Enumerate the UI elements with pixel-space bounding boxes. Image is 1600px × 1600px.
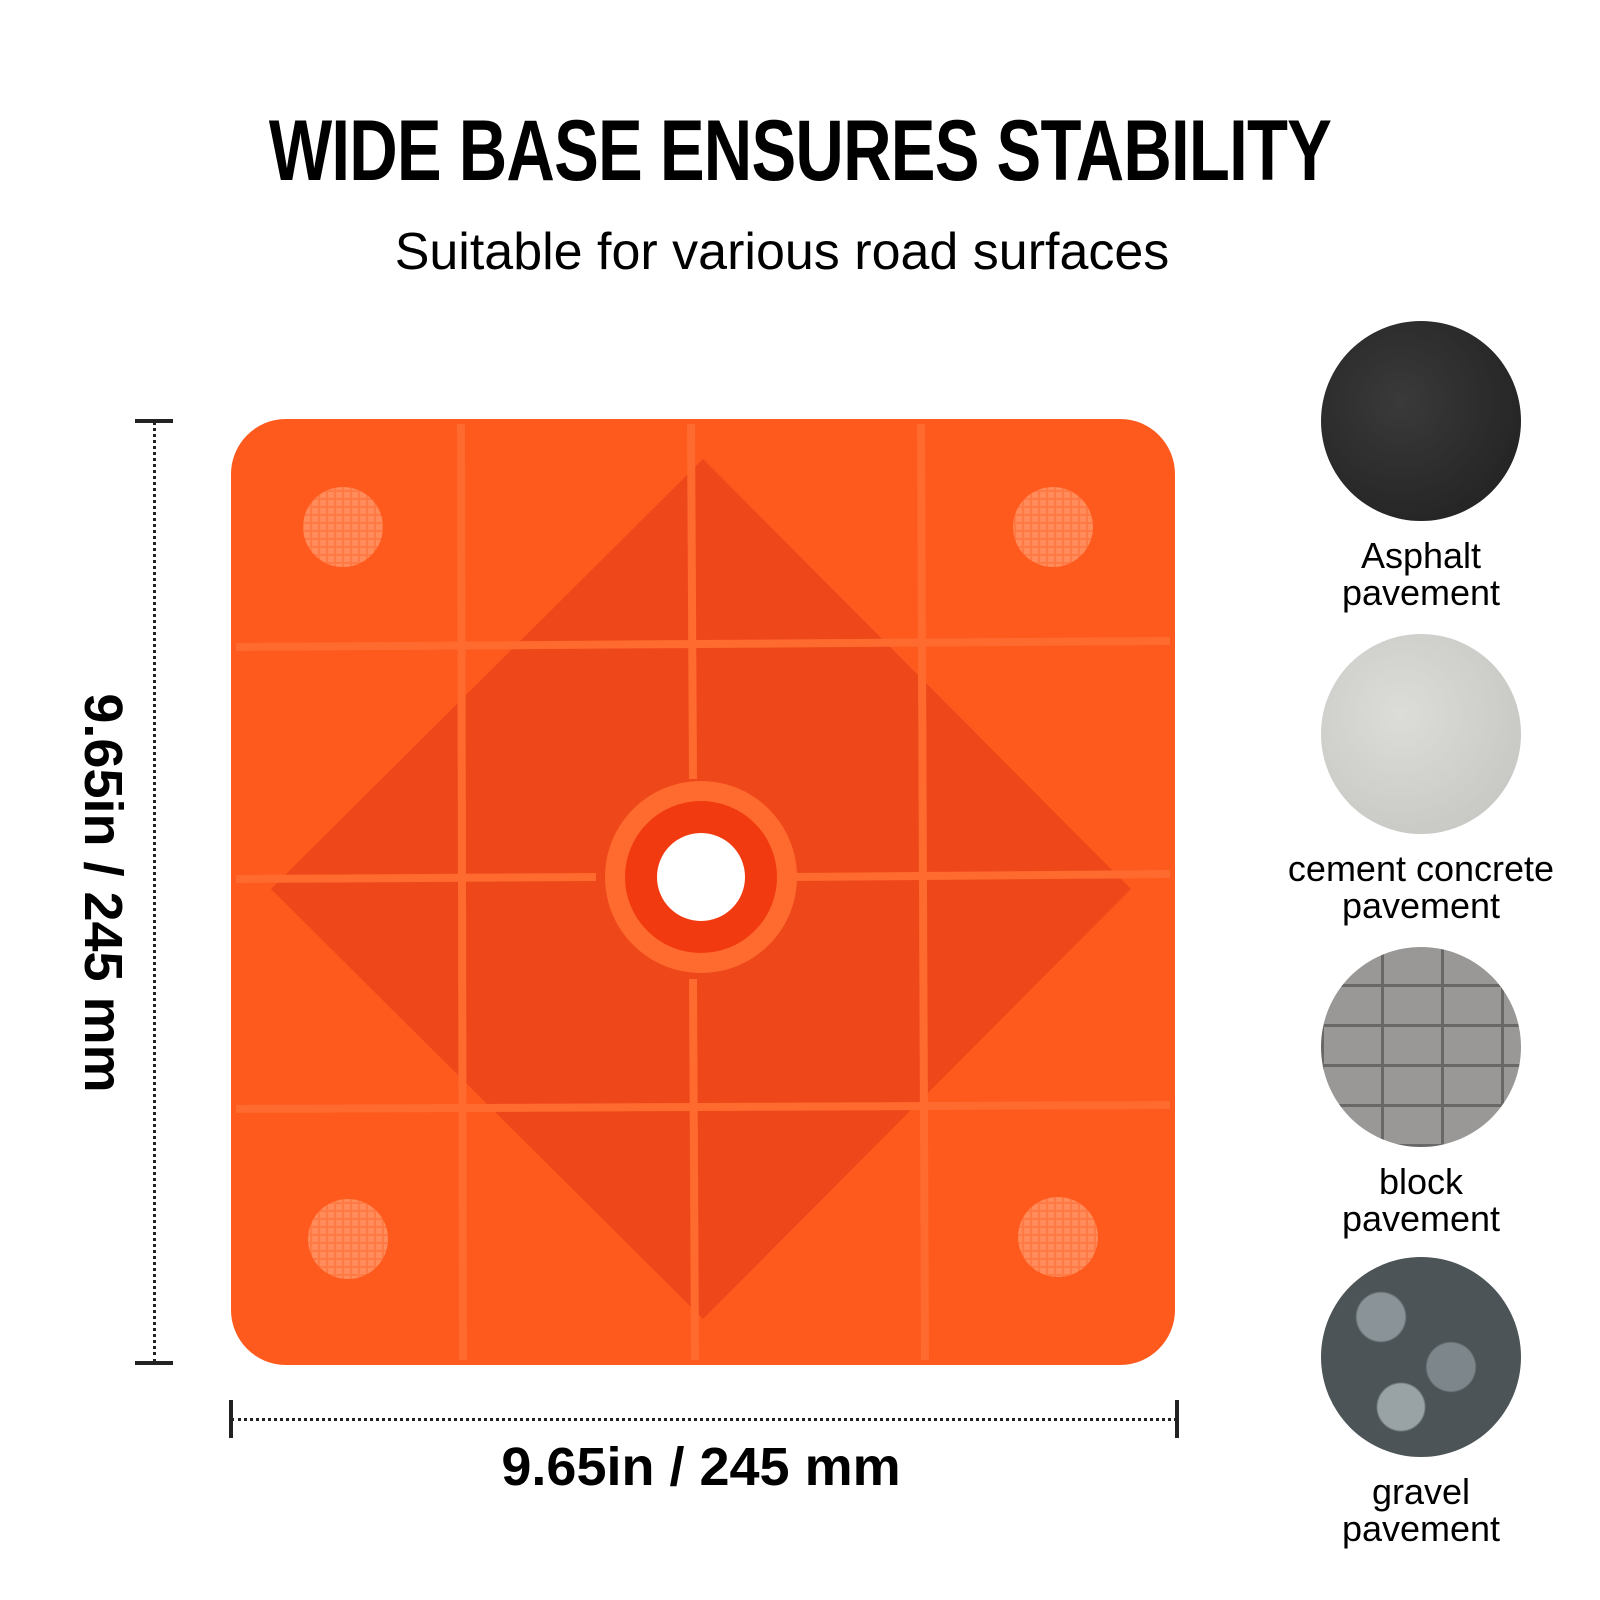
height-tick-bottom — [135, 1361, 173, 1365]
gravel-swatch — [1321, 1257, 1521, 1457]
surface-label: pavement — [1341, 885, 1501, 926]
headline: WIDE BASE ENSURES STABILITY — [268, 103, 1332, 199]
height-dimension-line — [153, 421, 156, 1363]
anti-slip-pads — [303, 487, 1098, 1279]
center-hole — [657, 833, 745, 921]
width-tick-right — [1175, 1400, 1179, 1438]
ribs — [235, 423, 1171, 1361]
concrete-swatch — [1321, 634, 1521, 834]
width-label: 9.65in / 245 mm — [501, 1437, 901, 1497]
surface-asphalt: Asphalt pavement — [1321, 321, 1521, 611]
surface-label: gravel — [1371, 1471, 1471, 1512]
asphalt-swatch — [1321, 321, 1521, 521]
width-tick-left — [229, 1400, 233, 1438]
height-label: 9.65in / 245 mm — [73, 693, 133, 1093]
block-swatch — [1321, 947, 1521, 1147]
width-dimension-line — [231, 1418, 1177, 1421]
cone-base-image — [231, 419, 1175, 1365]
surface-label: pavement — [1341, 1508, 1501, 1549]
surface-label: Asphalt — [1360, 535, 1482, 576]
subheadline: Suitable for various road surfaces — [394, 223, 1170, 281]
surface-label: pavement — [1341, 1198, 1501, 1239]
surface-gravel: gravel pavement — [1321, 1257, 1521, 1547]
height-tick-top — [135, 419, 173, 423]
surface-label: pavement — [1341, 572, 1501, 613]
surface-label: cement concrete — [1287, 848, 1555, 889]
surface-concrete: cement concrete pavement — [1288, 634, 1554, 924]
surface-label: block — [1378, 1161, 1464, 1202]
surface-block: block pavement — [1321, 947, 1521, 1237]
